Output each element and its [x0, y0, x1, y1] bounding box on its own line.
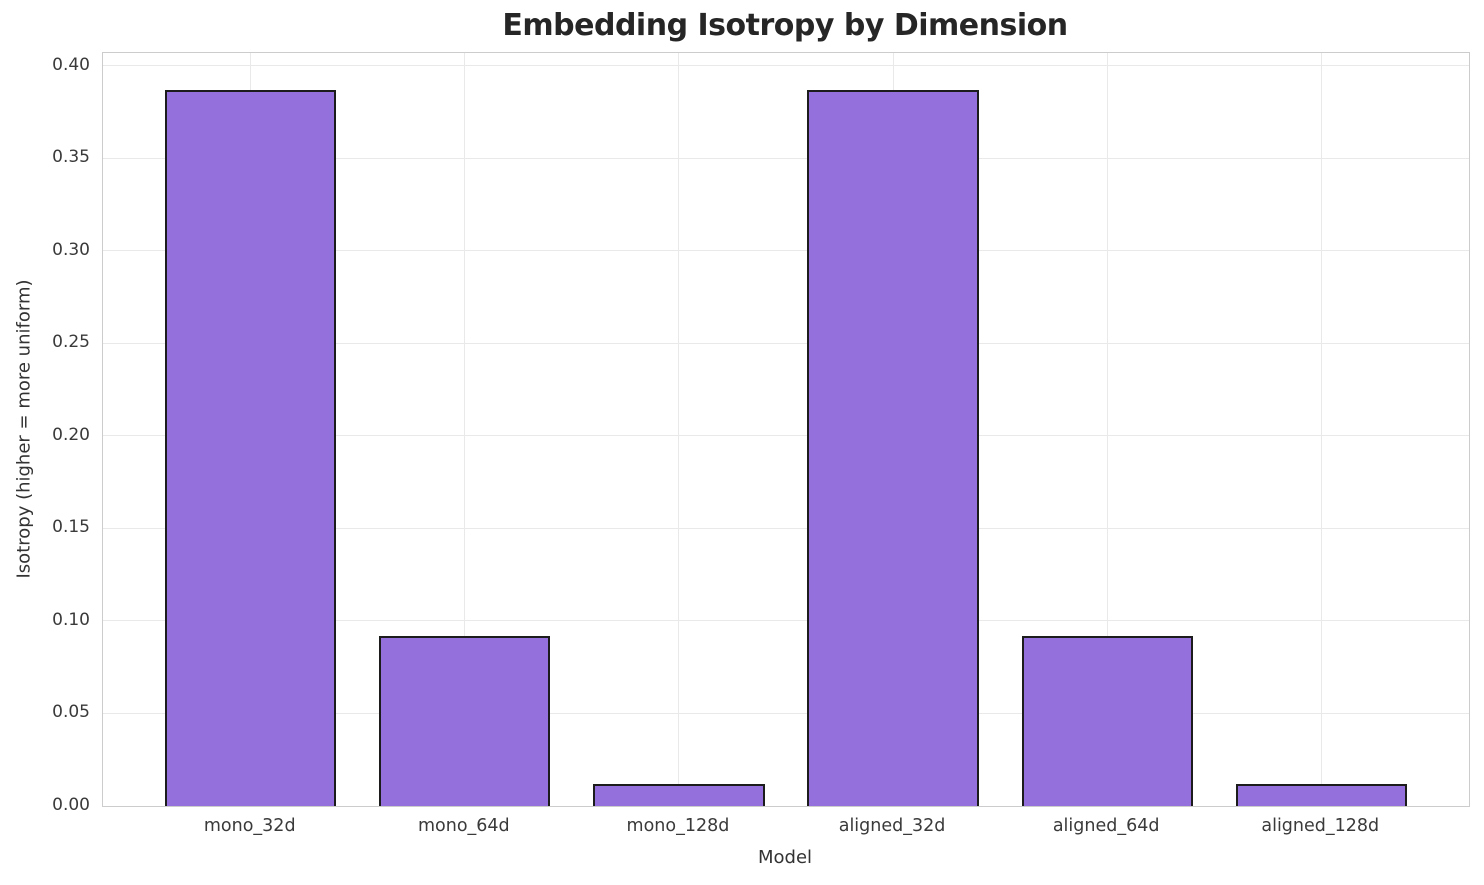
bar-mono_128d: [593, 783, 765, 806]
x-tick-label-mono_64d: mono_64d: [417, 816, 510, 836]
y-tick-label-0.25: 0.25: [52, 332, 90, 353]
bar-mono_32d: [165, 90, 337, 806]
x-axis-label: Model: [757, 847, 813, 868]
y-tick-label-0.00: 0.00: [52, 795, 90, 815]
y-tick-label-0.05: 0.05: [52, 702, 90, 723]
chart-title: Embedding Isotropy by Dimension: [502, 8, 1068, 43]
h-gridline-0.30: [103, 250, 1469, 252]
h-gridline-0.20: [103, 435, 1469, 437]
h-gridline-0.10: [103, 620, 1469, 622]
plot-area: [102, 52, 1470, 807]
bar-aligned_128d: [1235, 783, 1407, 806]
y-tick-label-0.40: 0.40: [52, 54, 90, 75]
h-gridline-0.05: [103, 712, 1469, 714]
h-gridline-0.40: [103, 65, 1469, 67]
h-gridline-0.25: [103, 342, 1469, 344]
x-tick-label-aligned_128d: aligned_128d: [1261, 816, 1380, 836]
h-gridline-0.35: [103, 157, 1469, 159]
y-tick-label-0.35: 0.35: [52, 147, 90, 168]
bar-aligned_32d: [807, 90, 979, 806]
bar-aligned_64d: [1021, 635, 1193, 806]
y-tick-label-0.10: 0.10: [52, 609, 90, 630]
x-tick-label-aligned_32d: aligned_32d: [838, 816, 946, 836]
y-tick-label-0.15: 0.15: [52, 517, 90, 538]
x-tick-label-mono_128d: mono_128d: [626, 816, 730, 836]
y-tick-label-0.20: 0.20: [52, 424, 90, 445]
v-gridline-mono_128d: [678, 53, 680, 806]
x-tick-label-aligned_64d: aligned_64d: [1052, 816, 1160, 836]
h-gridline-0.15: [103, 527, 1469, 529]
v-gridline-mono_64d: [464, 53, 466, 806]
x-tick-label-mono_32d: mono_32d: [203, 816, 296, 836]
bar-mono_64d: [379, 635, 551, 806]
y-tick-label-0.30: 0.30: [52, 239, 90, 260]
v-gridline-aligned_128d: [1320, 53, 1322, 806]
v-gridline-aligned_64d: [1106, 53, 1108, 806]
